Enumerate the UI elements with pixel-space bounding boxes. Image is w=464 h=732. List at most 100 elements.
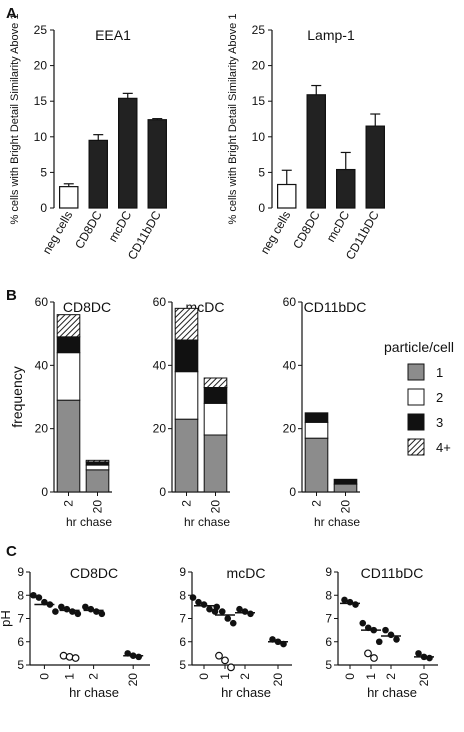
y-tick-label: 5: [325, 658, 332, 672]
stack-segment: [56, 399, 81, 493]
y-tick-label: 20: [153, 422, 167, 436]
legend-swatch: [407, 413, 425, 431]
y-tick-label: 8: [17, 588, 24, 602]
chart-title: Lamp-1: [307, 27, 355, 43]
stack-segment: [174, 418, 199, 493]
y-tick-label: 20: [283, 422, 297, 436]
stack-segment: [203, 387, 228, 404]
stack-segment: [304, 437, 329, 493]
x-tick-label: 1: [63, 673, 77, 680]
y-tick-label: 6: [325, 635, 332, 649]
y-tick-label: 5: [258, 165, 265, 179]
data-point-filled: [135, 653, 142, 661]
stack-segment: [85, 459, 110, 463]
data-point-filled: [74, 610, 82, 618]
y-tick-label: 9: [325, 565, 332, 579]
data-point-filled: [415, 650, 422, 657]
data-point-filled: [58, 603, 65, 611]
y-tick-label: 0: [289, 485, 296, 499]
x-tick-label: CD8DC: [290, 208, 323, 251]
y-tick-label: 10: [34, 130, 48, 144]
x-axis-title: hr chase: [69, 685, 119, 700]
y-axis-title: pH: [0, 610, 13, 627]
legend-swatch: [407, 363, 425, 381]
data-point-filled: [189, 594, 197, 601]
x-tick-label: 2: [238, 673, 252, 680]
x-axis-title: hr chase: [66, 515, 112, 529]
y-tick-label: 9: [179, 565, 186, 579]
y-tick-label: 7: [325, 612, 332, 626]
bar: [336, 168, 356, 209]
data-point-filled: [213, 603, 221, 611]
data-point-filled: [382, 626, 389, 634]
data-point-filled: [200, 601, 208, 608]
data-point-open: [221, 656, 229, 665]
y-tick-label: 0: [41, 485, 48, 499]
data-point-filled: [352, 601, 359, 608]
stack-segment: [304, 412, 329, 423]
y-tick-label: 6: [17, 635, 24, 649]
x-tick-label: 20: [209, 500, 223, 514]
bar: [365, 125, 385, 209]
y-tick-label: 6: [179, 635, 186, 649]
y-tick-label: 5: [40, 165, 47, 179]
data-point-open: [71, 654, 80, 662]
data-point-filled: [229, 619, 237, 627]
data-point-filled: [426, 654, 433, 662]
bar: [147, 119, 167, 209]
x-tick-label: 20: [339, 500, 353, 514]
chart-title: CD8DC: [70, 565, 118, 581]
stack-segment: [203, 377, 228, 388]
x-axis-title: hr chase: [221, 685, 271, 700]
stack-segment: [333, 483, 358, 493]
bar: [118, 97, 138, 209]
chart-title: CD11bDC: [361, 565, 424, 581]
panel-label-a: A: [6, 5, 17, 22]
y-tick-label: 0: [40, 201, 47, 215]
x-tick-label: 20: [417, 673, 431, 687]
x-tick-label: CD8DC: [72, 208, 105, 251]
data-point-filled: [218, 608, 226, 615]
x-tick-label: 1: [218, 673, 232, 680]
data-point-filled: [387, 631, 395, 639]
x-tick-label: 20: [91, 500, 105, 514]
y-tick-label: 20: [34, 59, 48, 73]
stack-segment: [174, 371, 199, 420]
y-tick-label: 25: [34, 23, 48, 37]
legend-label: 1: [436, 365, 443, 380]
y-tick-label: 40: [283, 358, 297, 372]
x-tick-label: 2: [62, 500, 76, 507]
x-tick-label: 20: [126, 673, 140, 687]
legend-label: 4+: [436, 440, 451, 455]
y-tick-label: 60: [283, 295, 297, 309]
y-tick-label: 7: [179, 612, 186, 626]
x-tick-label: mcDC: [106, 208, 135, 244]
stack-segment: [174, 307, 199, 341]
y-tick-label: 20: [35, 422, 49, 436]
stack-segment: [85, 464, 110, 471]
x-axis-title: hr chase: [184, 515, 230, 529]
data-point-filled: [195, 598, 202, 606]
stack-segment: [333, 478, 358, 485]
x-tick-label: 20: [271, 673, 285, 687]
data-point-filled: [375, 638, 383, 646]
legend-swatch: [407, 438, 425, 456]
x-tick-label: 0: [197, 673, 211, 680]
x-tick-label: 2: [87, 673, 101, 680]
x-tick-label: neg cells: [258, 209, 294, 257]
chart-title: mcDC: [227, 565, 266, 581]
y-tick-label: 20: [252, 59, 266, 73]
y-tick-label: 8: [179, 588, 186, 602]
y-tick-label: 25: [252, 23, 266, 37]
x-tick-label: 2: [384, 673, 398, 680]
stack-segment: [203, 402, 228, 436]
data-point-filled: [224, 615, 232, 622]
x-tick-label: 2: [310, 500, 324, 507]
chart-title: CD11bDC: [304, 299, 367, 315]
stack-segment: [304, 421, 329, 439]
y-tick-label: 0: [258, 201, 265, 215]
legend-label: 2: [436, 390, 443, 405]
stack-segment: [56, 336, 81, 354]
y-tick-label: 5: [179, 658, 186, 672]
